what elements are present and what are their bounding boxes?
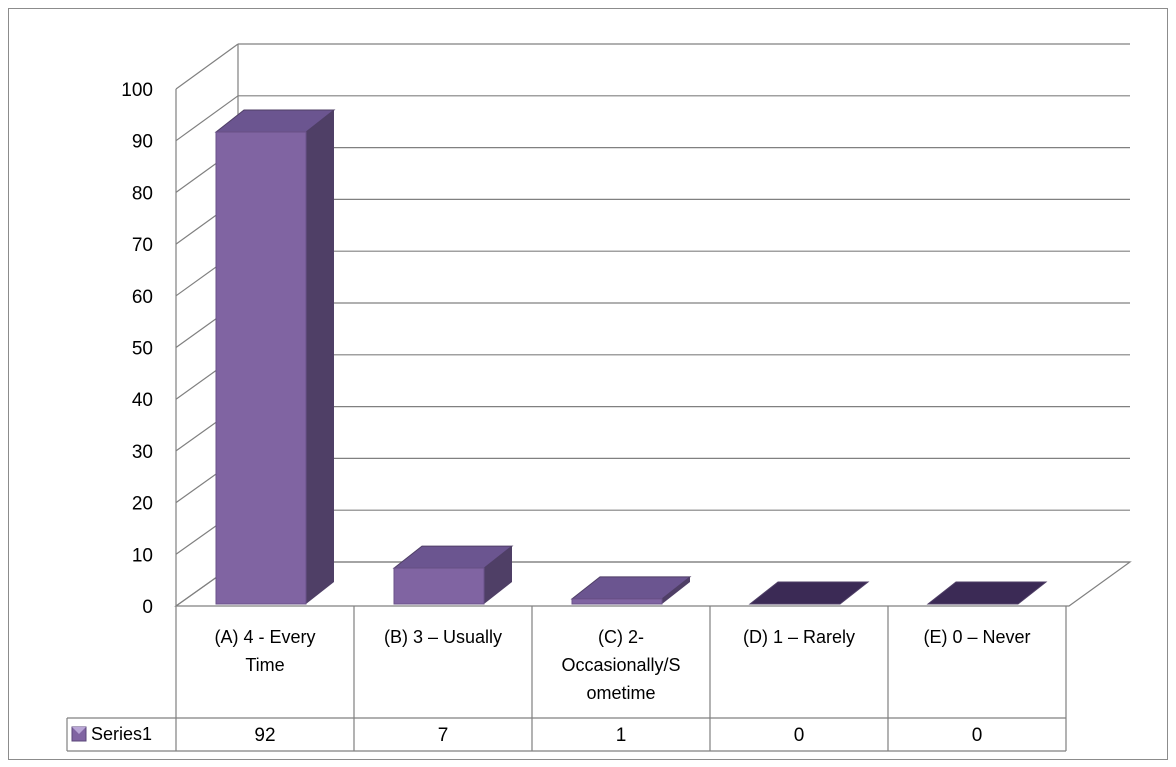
- y-tick-label: 40: [132, 390, 153, 411]
- bar-flat: [748, 581, 870, 605]
- legend-label: Series1: [91, 724, 152, 744]
- bar-side: [306, 110, 334, 604]
- y-tick-label: 100: [121, 80, 153, 101]
- y-axis: 0 10 20 30 40 50 60 70 80 90 100: [121, 80, 177, 618]
- y-tick-label: 30: [132, 442, 153, 463]
- category-label: (C) 2-Occasionally/S ometime: [561, 627, 680, 703]
- data-label: 7: [438, 725, 449, 746]
- data-label: 0: [972, 725, 983, 746]
- data-label: 92: [254, 725, 275, 746]
- y-tick-label: 60: [132, 287, 153, 308]
- y-tick-label: 70: [132, 235, 153, 256]
- data-label: 0: [794, 725, 805, 746]
- bars: [214, 109, 1048, 605]
- bar[interactable]: [748, 581, 870, 605]
- bar-side: [484, 546, 512, 604]
- category-label: (B) 3 – Usually: [384, 627, 502, 647]
- legend-marker-shine: [72, 727, 86, 734]
- category-label: (E) 0 – Never: [923, 627, 1030, 647]
- category-label: (D) 1 – Rarely: [743, 627, 855, 647]
- category-label: (A) 4 - Every Time: [214, 627, 315, 675]
- bar[interactable]: [926, 581, 1048, 605]
- data-label: 1: [616, 725, 627, 746]
- bar-front: [215, 131, 307, 605]
- y-tick-label: 10: [132, 545, 153, 566]
- side-gridline: [175, 95, 239, 142]
- y-tick-label: 20: [132, 494, 153, 515]
- data-table: (A) 4 - Every Time (B) 3 – Usually (C) 2-Oc…: [66, 606, 1067, 752]
- bar-side: [662, 576, 690, 604]
- bar-front: [571, 598, 663, 605]
- bar[interactable]: [392, 545, 514, 605]
- bar[interactable]: [570, 576, 692, 605]
- y-tick-label: 90: [132, 132, 153, 153]
- bar-front: [393, 567, 485, 605]
- bar[interactable]: [214, 109, 336, 605]
- y-tick-label: 0: [142, 597, 153, 618]
- side-gridline: [175, 43, 239, 90]
- y-tick-label: 80: [132, 183, 153, 204]
- chart-frame: 0 10 20 30 40 50 60 70 80 90 100 (A) 4 - Every Time…: [8, 8, 1168, 760]
- bar-flat: [926, 581, 1048, 605]
- y-tick-label: 50: [132, 339, 153, 360]
